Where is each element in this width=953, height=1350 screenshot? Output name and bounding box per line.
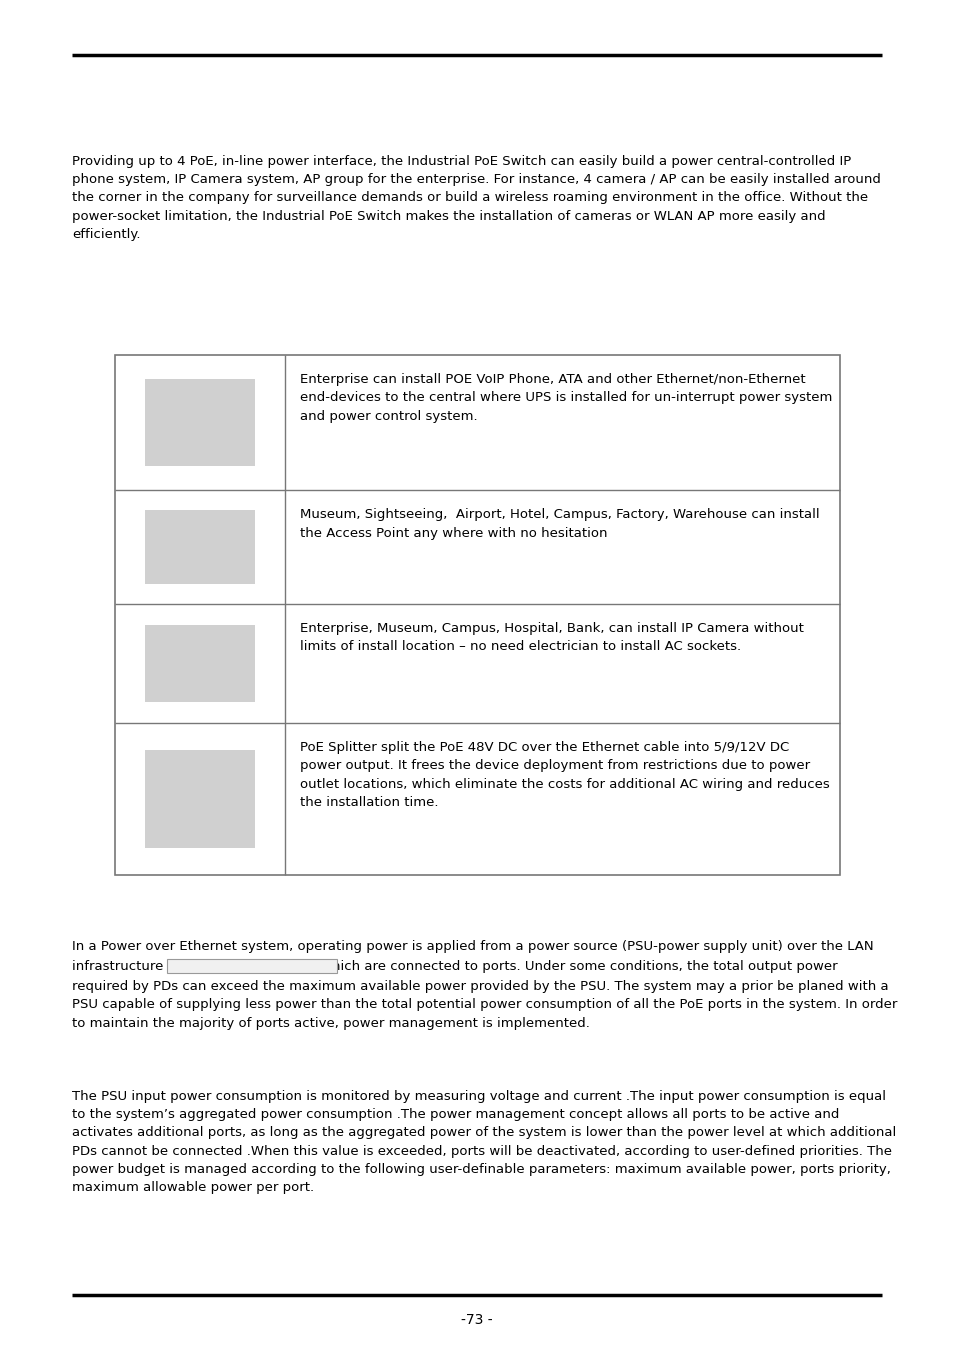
Text: Providing up to 4 PoE, in-line power interface, the Industrial PoE Switch can ea: Providing up to 4 PoE, in-line power int… — [71, 155, 880, 240]
Text: PoE Splitter split the PoE 48V DC over the Ethernet cable into 5/9/12V DC
power : PoE Splitter split the PoE 48V DC over t… — [299, 741, 829, 810]
Bar — [115, 355, 840, 875]
Bar — [167, 958, 336, 973]
Text: The PSU input power consumption is monitored by measuring voltage and current .T: The PSU input power consumption is monit… — [71, 1089, 895, 1193]
Bar — [145, 510, 254, 585]
Text: infrastructure to                               , which are connected to ports. : infrastructure to , which are connected … — [71, 960, 837, 973]
Text: Enterprise can install POE VoIP Phone, ATA and other Ethernet/non-Ethernet
end-d: Enterprise can install POE VoIP Phone, A… — [299, 373, 832, 423]
Text: required by PDs can exceed the maximum available power provided by the PSU. The : required by PDs can exceed the maximum a… — [71, 980, 897, 1030]
Bar — [145, 751, 254, 848]
Text: Enterprise, Museum, Campus, Hospital, Bank, can install IP Camera without
limits: Enterprise, Museum, Campus, Hospital, Ba… — [299, 622, 803, 653]
Text: Museum, Sightseeing,  Airport, Hotel, Campus, Factory, Warehouse can install
the: Museum, Sightseeing, Airport, Hotel, Cam… — [299, 508, 819, 540]
Bar — [145, 379, 254, 466]
Bar — [145, 625, 254, 702]
Text: -73 -: -73 - — [460, 1314, 493, 1327]
Text: In a Power over Ethernet system, operating power is applied from a power source : In a Power over Ethernet system, operati… — [71, 940, 873, 953]
